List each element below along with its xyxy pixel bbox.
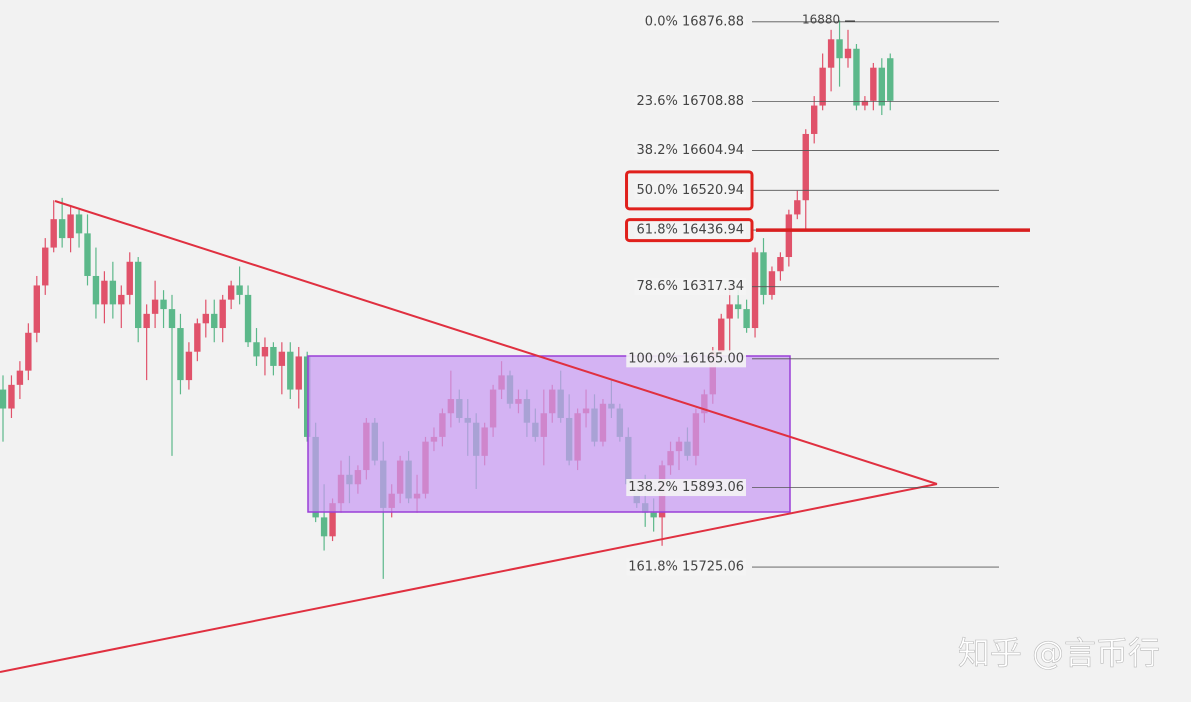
candle-body [320,517,328,537]
fib-label-bg [626,350,746,368]
candle-body [126,261,133,295]
candle-body [261,346,269,357]
candle-body [768,271,776,295]
candle-body [177,328,184,381]
candle-body [16,370,24,385]
candle-body [253,342,260,357]
candle-body [878,67,885,106]
fib-label: 78.6% 16317.34 [637,279,744,294]
candle-body [844,48,852,59]
fib-label-bg [626,558,746,576]
candle-body [811,105,818,134]
candle-body [329,503,336,537]
fib-label: 38.2% 16604.94 [637,143,744,158]
candle-body [650,512,657,518]
fib-label-bg [634,181,746,199]
fib-label-bg [634,92,746,110]
candle-body [794,200,801,215]
candle-body [718,318,725,352]
candle-body [236,285,243,295]
candle-body [211,313,218,329]
fib-label-bg [626,479,746,497]
candle-body [135,261,142,329]
candle-body [109,280,117,305]
candle-body [168,309,176,329]
trend-line-lower [0,483,938,673]
candle-body [33,285,40,333]
candle-body [160,299,167,310]
candle-body [202,313,209,324]
candle-body [118,294,125,305]
candle-body [25,332,32,371]
candle-body [67,214,74,239]
fib-highlight-box [625,170,754,211]
candle-body [185,351,193,381]
candle-body [304,356,311,437]
candle-body [887,58,894,101]
fib-highlight-box [625,218,754,243]
candle-body [227,285,235,300]
fib-label: 100.0% 16165.00 [628,351,744,366]
fib-label: 138.2% 15893.06 [628,480,744,495]
fib-label-bg [634,221,746,239]
fib-levels: 0.0% 16876.88 23.6% 16708.88 38.2% 16604.9… [625,13,1030,576]
candle-body [270,346,277,366]
fib-label: 61.8% 16436.94 [637,223,744,238]
candle-body [760,252,767,295]
fib-label-bg [634,142,746,160]
fib-label-bg [642,13,746,31]
candle-body [219,299,226,329]
fib-label: 50.0% 16520.94 [637,183,744,198]
candle-body [75,214,83,234]
candle-body [151,299,159,314]
fib-label-bg [634,278,746,296]
candle-body [42,247,49,286]
candle-body [84,233,91,276]
candle-body [58,219,66,239]
candle-body [194,323,201,352]
candle-body [278,351,286,366]
fib-label: 161.8% 15725.06 [628,560,744,575]
candle-body [785,214,793,258]
candle-body [870,67,877,101]
candle-body [0,389,7,409]
candle-body [853,48,860,106]
candle-body [287,351,294,390]
candle-body [8,384,15,409]
candle-body [143,313,150,329]
fib-label: 23.6% 16708.88 [637,94,744,109]
candle-body [827,39,835,68]
candle-body [819,67,826,106]
watermark: 知乎 @言币行 [958,634,1160,672]
trend-line-upper [54,200,938,485]
candle-body [726,304,733,319]
candle-body [751,252,759,329]
candle-body [861,100,869,106]
high-label: 16880 [802,13,840,27]
candle-body [777,257,784,272]
candle-body [295,356,302,390]
candle-body [244,294,252,343]
candle-body [50,219,57,248]
candle-body [92,275,100,305]
candle-body [743,309,750,329]
candle-body [836,39,843,59]
candle-body [101,280,108,305]
candle-body [734,304,742,310]
fib-label: 0.0% 16876.88 [645,14,744,29]
candle-body [802,133,809,201]
